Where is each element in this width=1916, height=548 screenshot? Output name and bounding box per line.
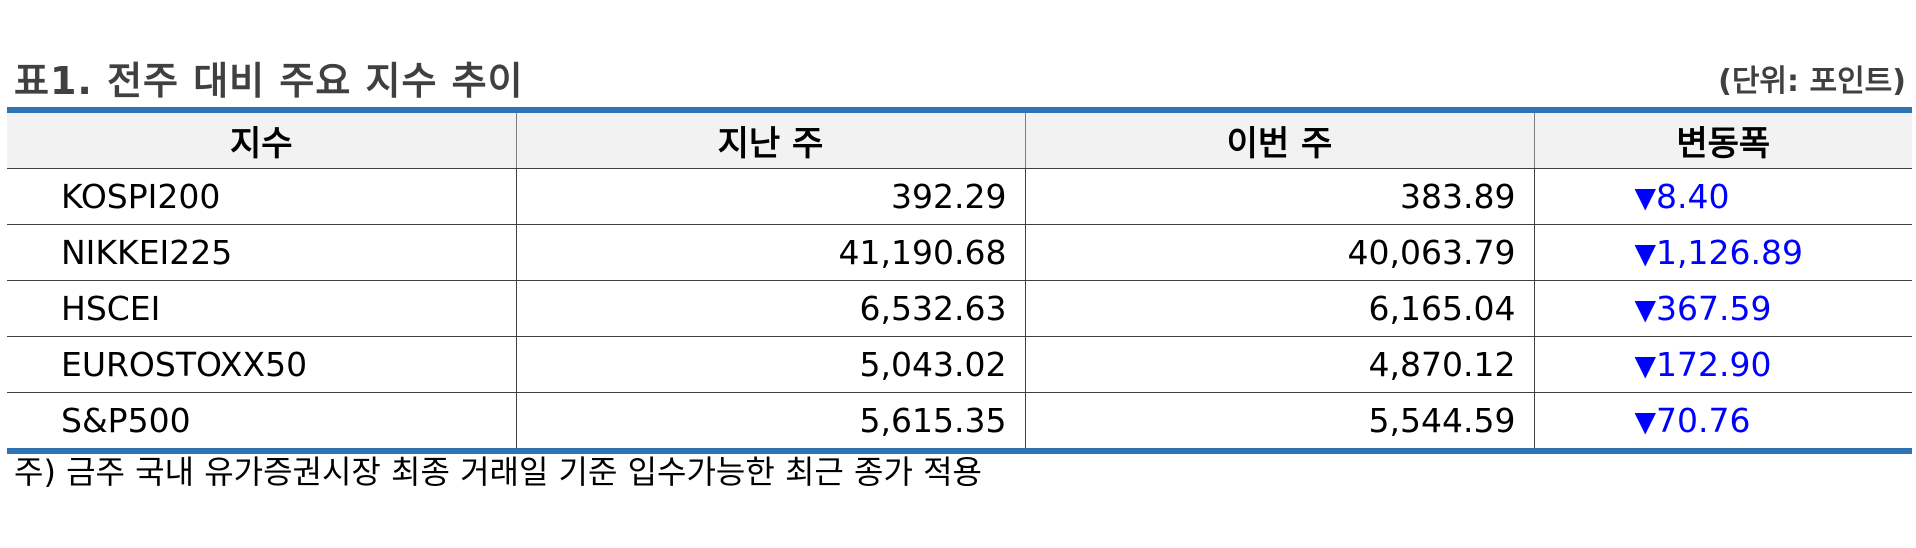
this-week-cell: 5,544.59 [1025,392,1535,451]
this-week-cell: 4,870.12 [1025,336,1535,393]
down-triangle-icon: ▼ [1634,405,1657,438]
column-header-this-week: 이번 주 [1025,110,1535,169]
change-cell: ▼8.40 [1534,168,1912,225]
this-week-cell: 6,165.04 [1025,280,1535,337]
change-value: 70.76 [1656,401,1751,440]
change-cell: ▼367.59 [1534,280,1912,337]
down-triangle-icon: ▼ [1634,237,1657,270]
index-comparison-table: 지수 지난 주 이번 주 변동폭 KOSPI200 392.29 383.89 … [7,107,1912,454]
table-row: NIKKEI225 41,190.68 40,063.79 ▼1,126.89 [7,224,1912,281]
table-row: HSCEI 6,532.63 6,165.04 ▼367.59 [7,280,1912,337]
column-header-index: 지수 [7,110,517,169]
last-week-cell: 5,043.02 [516,336,1026,393]
last-week-cell: 392.29 [516,168,1026,225]
table-title: 표1. 전주 대비 주요 지수 추이 [14,59,524,103]
this-week-cell: 40,063.79 [1025,224,1535,281]
unit-note: (단위: 포인트) [1718,64,1906,99]
change-cell: ▼70.76 [1534,393,1912,452]
table-header-row: 지수 지난 주 이번 주 변동폭 [7,110,1912,169]
last-week-cell: 5,615.35 [516,392,1026,451]
title-row: 표1. 전주 대비 주요 지수 추이 (단위: 포인트) [14,52,1906,106]
footnote: 주) 금주 국내 유가증권시장 최종 거래일 기준 입수가능한 최근 종가 적용 [14,453,982,491]
down-triangle-icon: ▼ [1634,349,1657,382]
table-row: EUROSTOXX50 5,043.02 4,870.12 ▼172.90 [7,336,1912,393]
change-cell: ▼1,126.89 [1534,224,1912,281]
down-triangle-icon: ▼ [1634,293,1657,326]
column-header-change: 변동폭 [1534,110,1912,169]
column-header-last-week: 지난 주 [516,110,1026,169]
down-triangle-icon: ▼ [1634,181,1657,214]
change-value: 8.40 [1656,177,1730,216]
change-value: 1,126.89 [1656,233,1803,272]
index-name-cell: HSCEI [7,280,517,337]
change-cell: ▼172.90 [1534,336,1912,393]
index-name-cell: EUROSTOXX50 [7,336,517,393]
index-name-cell: NIKKEI225 [7,224,517,281]
this-week-cell: 383.89 [1025,168,1535,225]
index-name-cell: KOSPI200 [7,168,517,225]
table-row: KOSPI200 392.29 383.89 ▼8.40 [7,168,1912,225]
change-value: 172.90 [1656,345,1772,384]
last-week-cell: 6,532.63 [516,280,1026,337]
index-name-cell: S&P500 [7,392,517,451]
change-value: 367.59 [1656,289,1772,328]
table-row: S&P500 5,615.35 5,544.59 ▼70.76 [7,392,1912,452]
last-week-cell: 41,190.68 [516,224,1026,281]
